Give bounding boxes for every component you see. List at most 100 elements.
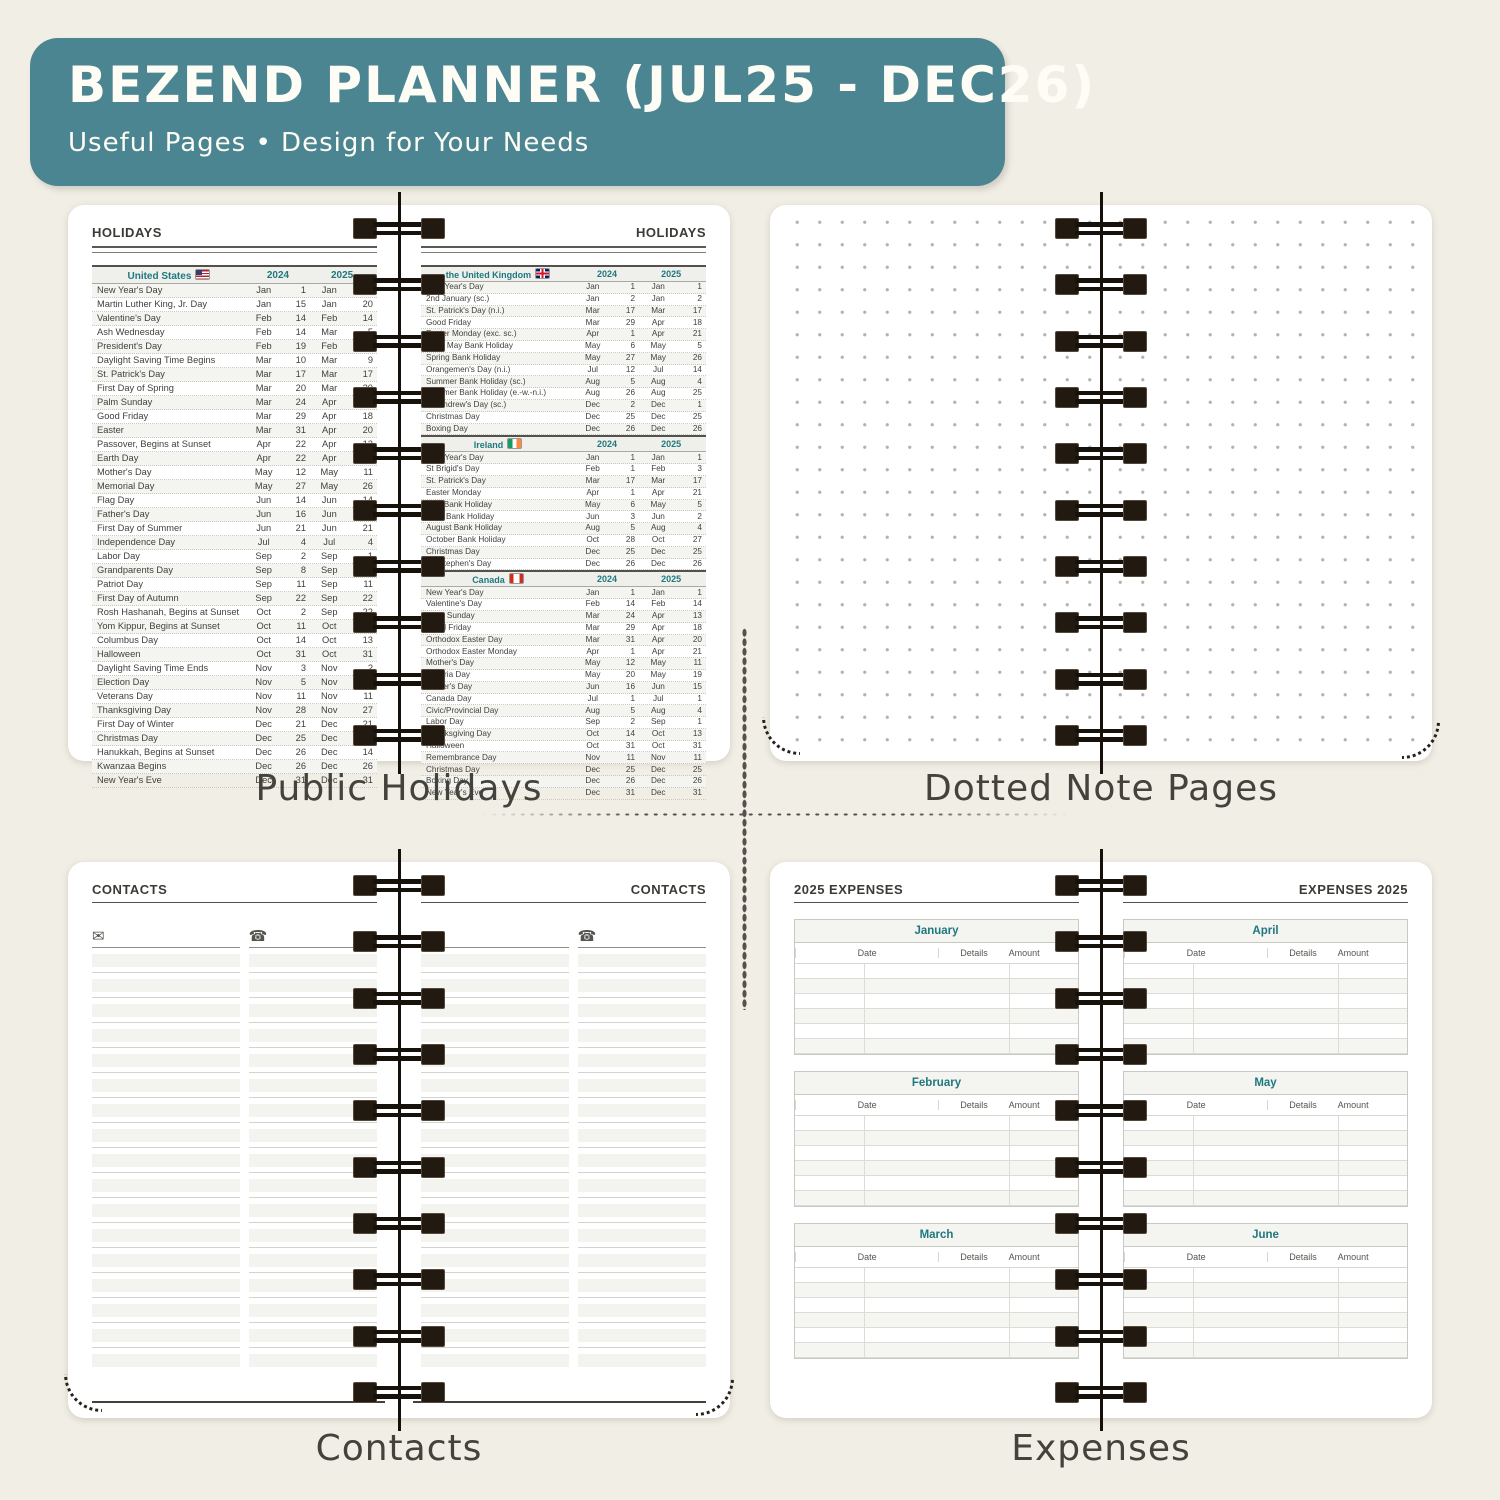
holiday-2025-day: 1 bbox=[697, 452, 702, 462]
spiral-ring bbox=[353, 274, 445, 297]
page-title-holidays-right: HOLIDAYS bbox=[636, 225, 706, 240]
holiday-2024-day: 16 bbox=[625, 682, 636, 691]
spiral-ring bbox=[1055, 555, 1147, 579]
holiday-2025-month: Jun bbox=[651, 682, 665, 691]
holiday-2025-month: Oct bbox=[651, 535, 665, 545]
spiral-binding bbox=[1055, 192, 1147, 774]
holiday-2024-day: 1 bbox=[630, 587, 636, 597]
column-rule bbox=[92, 947, 240, 948]
holiday-2025-month: Sep bbox=[320, 564, 338, 575]
holiday-2025-month: Dec bbox=[320, 760, 338, 771]
holiday-2025-month: Jul bbox=[653, 693, 664, 703]
holiday-name: Victoria Day bbox=[426, 671, 470, 680]
holiday-2024-month: Dec bbox=[255, 746, 272, 757]
holiday-2024-month: Mar bbox=[585, 317, 600, 327]
holiday-2024-day: 29 bbox=[625, 317, 636, 327]
holiday-2025-month: Apr bbox=[322, 452, 337, 463]
holiday-2025-day: 21 bbox=[692, 646, 702, 656]
holiday-2025-month: Oct bbox=[651, 729, 665, 739]
divider-fade bbox=[480, 812, 1072, 817]
holiday-2024-month: Jul bbox=[587, 364, 598, 374]
holiday-2024-day: 26 bbox=[625, 558, 636, 568]
holiday-2024-month: Dec bbox=[585, 788, 600, 798]
holiday-row: Veterans Day Nov 11 Nov 11 bbox=[92, 690, 377, 704]
spiral-ring bbox=[353, 1212, 445, 1236]
holiday-name: First Day of Spring bbox=[97, 383, 174, 393]
holiday-2024-day: 15 bbox=[295, 298, 307, 309]
contacts-page-left: CONTACTS ✉ ☎ bbox=[68, 862, 399, 1418]
expense-columns: Date Details Amount bbox=[795, 1247, 1078, 1268]
country-name: the United Kingdom bbox=[445, 270, 532, 280]
holiday-2025-day: 21 bbox=[362, 718, 373, 729]
holiday-2024-day: 12 bbox=[625, 364, 636, 374]
expense-rows bbox=[1124, 1116, 1407, 1206]
holiday-2024-day: 1 bbox=[630, 464, 636, 474]
year-2024-label: 2024 bbox=[596, 439, 617, 450]
holiday-row: St. Patrick's Day Mar 17 Mar 17 bbox=[421, 475, 706, 488]
holiday-name: Civic/Provincial Day bbox=[426, 706, 499, 715]
holiday-2024-month: Apr bbox=[586, 646, 600, 656]
holiday-row: Independence Day Jul 4 Jul 4 bbox=[92, 536, 377, 550]
holiday-row: Patriot Day Sep 11 Sep 11 bbox=[92, 578, 377, 592]
spiral-ring bbox=[353, 875, 445, 898]
holiday-2025-month: Oct bbox=[322, 620, 337, 631]
holiday-2024-month: Sep bbox=[255, 592, 272, 603]
year-2025-label: 2025 bbox=[661, 269, 682, 279]
holiday-2024-month: Sep bbox=[255, 578, 272, 589]
holiday-2025-day: 17 bbox=[692, 476, 702, 486]
spiral-binding bbox=[353, 192, 445, 774]
spiral-ring bbox=[1055, 499, 1147, 523]
header-rule bbox=[794, 902, 1079, 903]
holiday-row: Summer Bank Holiday (e.-w.-n.i.) Aug 26 … bbox=[421, 388, 706, 400]
holiday-2025-day: 31 bbox=[692, 788, 702, 798]
holiday-name: First Day of Summer bbox=[97, 523, 183, 533]
holiday-row: Thanksgiving Day Nov 28 Nov 27 bbox=[92, 704, 377, 718]
holiday-2024-day: 12 bbox=[625, 658, 636, 668]
holiday-name: Veterans Day bbox=[97, 691, 153, 701]
holiday-2025-month: Apr bbox=[651, 317, 665, 327]
expense-rows bbox=[795, 1268, 1078, 1358]
holiday-2024-month: Nov bbox=[585, 752, 600, 762]
expense-column-label: Amount bbox=[1008, 1100, 1040, 1110]
holiday-2024-day: 14 bbox=[295, 326, 307, 337]
header-rule bbox=[92, 902, 377, 903]
spiral-ring bbox=[353, 1325, 445, 1349]
holiday-2024-month: Dec bbox=[585, 412, 600, 422]
holiday-2025-month: Mar bbox=[321, 354, 338, 365]
holiday-name: Rosh Hashanah, Begins at Sunset bbox=[97, 607, 240, 617]
holiday-2025-day: 18 bbox=[692, 623, 702, 633]
holiday-name: Kwanzaa Begins bbox=[97, 761, 167, 771]
spiral-ring bbox=[353, 1043, 445, 1067]
holiday-2024-month: Oct bbox=[586, 740, 600, 750]
holiday-row: St Brigid's Day Feb 1 Feb 3 bbox=[421, 464, 706, 476]
holiday-2025-day: 2 bbox=[697, 511, 702, 521]
holiday-2024-day: 5 bbox=[630, 705, 636, 715]
holiday-2024-day: 25 bbox=[625, 412, 636, 422]
holiday-2025-month: Feb bbox=[651, 464, 666, 474]
holiday-2024-month: May bbox=[584, 670, 601, 680]
holiday-2025-month: Feb bbox=[651, 599, 666, 609]
expense-column-label: Details bbox=[960, 948, 988, 958]
holiday-row: New Year's Day Jan 1 Jan 1 bbox=[421, 452, 706, 465]
holiday-2024-month: Jul bbox=[587, 693, 598, 703]
holiday-row: New Year's Eve Dec 31 Dec 31 bbox=[421, 788, 706, 800]
holidays-page-right: HOLIDAYS the United Kingdom 2024 2025 Ne… bbox=[399, 205, 730, 800]
country-header-united-states: United States 2024 2025 bbox=[92, 265, 377, 284]
holiday-2025-day: 3 bbox=[697, 464, 702, 474]
holiday-row: Palm Sunday Mar 24 Apr 13 bbox=[92, 396, 377, 410]
holiday-name: August Bank Holiday bbox=[426, 524, 503, 533]
holiday-name: Orthodox Easter Day bbox=[426, 635, 503, 644]
holiday-2025-month: May bbox=[650, 353, 666, 363]
holiday-2025-month: Apr bbox=[322, 438, 337, 449]
spiral-ring bbox=[1055, 1043, 1147, 1067]
holiday-2024-day: 11 bbox=[296, 690, 307, 701]
holiday-2024-day: 1 bbox=[630, 329, 636, 339]
holiday-2024-month: Jun bbox=[256, 494, 272, 505]
holiday-2024-day: 3 bbox=[630, 511, 636, 521]
holiday-2024-month: Mar bbox=[585, 476, 600, 486]
holiday-row: Orthodox Easter Day Mar 31 Apr 20 bbox=[421, 634, 706, 647]
holiday-2024-month: Dec bbox=[255, 774, 272, 785]
expense-column-label: Date bbox=[1124, 948, 1269, 958]
holiday-2025-month: Jun bbox=[321, 508, 337, 519]
holiday-2024-month: Oct bbox=[586, 535, 600, 545]
